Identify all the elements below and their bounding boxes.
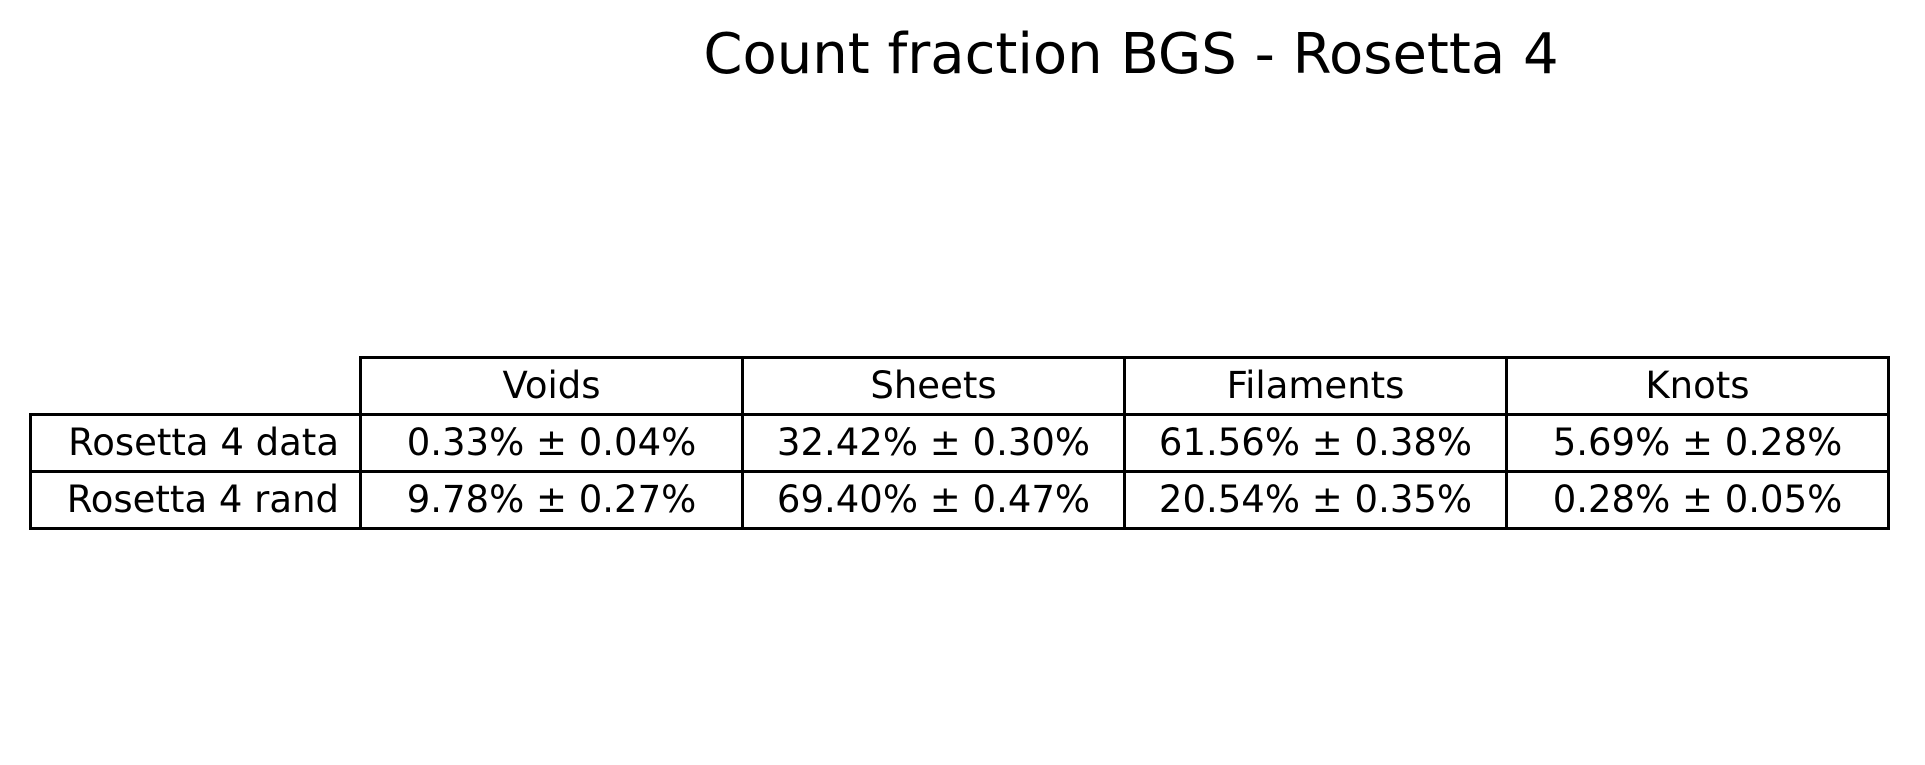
table-cell: 9.78% ± 0.27%: [359, 470, 744, 530]
fraction-table: Voids Sheets Filaments Knots Rosetta 4 d…: [29, 356, 1890, 530]
row-label-data: Rosetta 4 data: [29, 413, 362, 473]
table-row: Rosetta 4 rand 9.78% ± 0.27% 69.40% ± 0.…: [29, 470, 1890, 530]
row-label-rand: Rosetta 4 rand: [29, 470, 362, 530]
column-header-filaments: Filaments: [1123, 356, 1508, 416]
table-cell: 5.69% ± 0.28%: [1505, 413, 1890, 473]
table-header-row: Voids Sheets Filaments Knots: [30, 356, 1890, 416]
column-header-voids: Voids: [359, 356, 744, 416]
table-corner-cell: [30, 357, 362, 416]
column-header-knots: Knots: [1505, 356, 1890, 416]
table-cell: 20.54% ± 0.35%: [1123, 470, 1508, 530]
table-cell: 61.56% ± 0.38%: [1123, 413, 1508, 473]
table-row: Rosetta 4 data 0.33% ± 0.04% 32.42% ± 0.…: [29, 413, 1890, 473]
chart-title: Count fraction BGS - Rosetta 4: [703, 22, 1559, 87]
column-header-sheets: Sheets: [741, 356, 1126, 416]
table-cell: 32.42% ± 0.30%: [741, 413, 1126, 473]
table-cell: 0.28% ± 0.05%: [1505, 470, 1890, 530]
table-cell: 69.40% ± 0.47%: [741, 470, 1126, 530]
table-cell: 0.33% ± 0.04%: [359, 413, 744, 473]
